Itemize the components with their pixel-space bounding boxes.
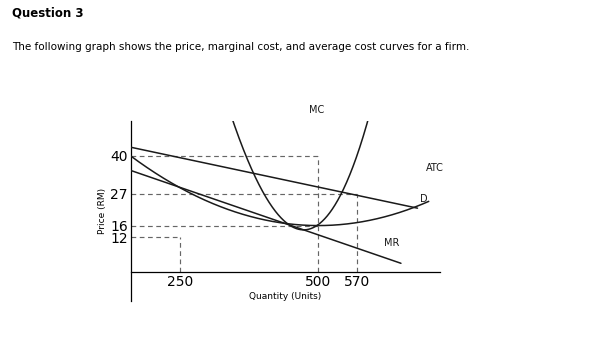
Y-axis label: Price (RM): Price (RM) xyxy=(99,188,108,234)
Text: The following graph shows the price, marginal cost, and average cost curves for : The following graph shows the price, mar… xyxy=(12,42,469,52)
Text: MC: MC xyxy=(309,105,324,115)
X-axis label: Quantity (Units): Quantity (Units) xyxy=(249,292,321,301)
Text: D: D xyxy=(421,194,428,204)
Text: Question 3: Question 3 xyxy=(12,7,83,20)
Text: ATC: ATC xyxy=(426,163,444,173)
Text: MR: MR xyxy=(384,238,400,248)
